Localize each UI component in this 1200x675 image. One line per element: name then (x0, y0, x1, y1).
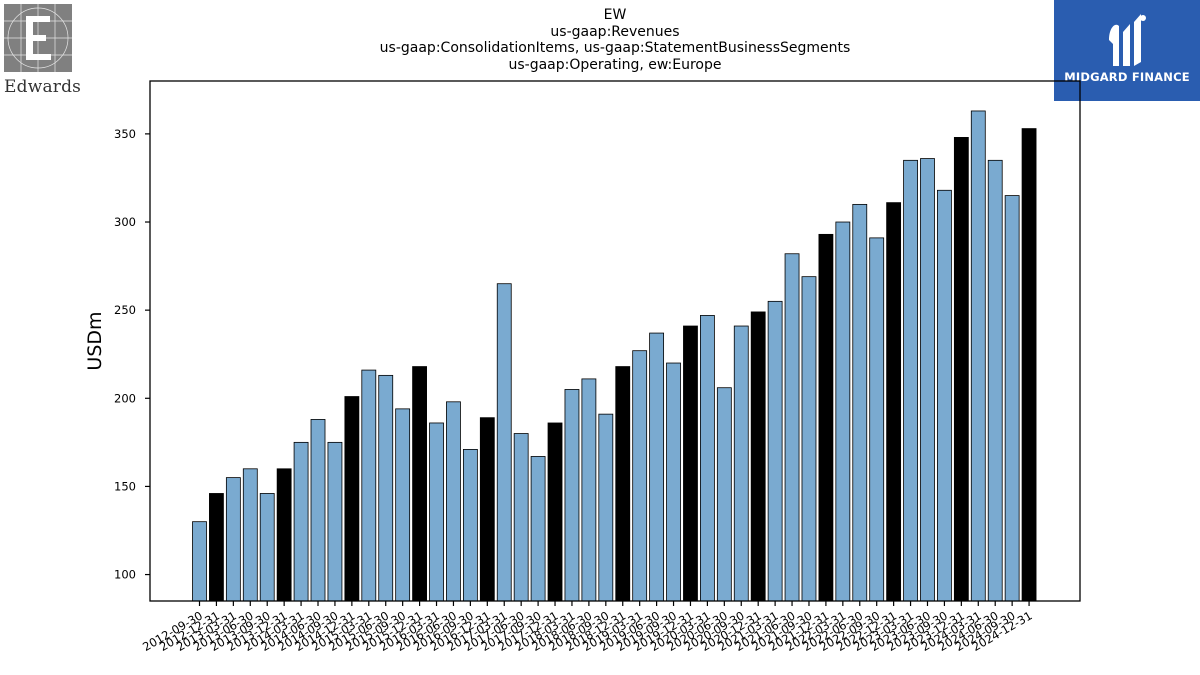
x-axis: 2012-09-302012-12-312013-03-312013-06-30… (140, 601, 1035, 654)
chart-title-line-3: us-gaap:ConsolidationItems, us-gaap:Stat… (379, 40, 851, 56)
bar-2021-03-31 (767, 300, 783, 602)
bar-2014-03-31 (293, 441, 309, 602)
bar-2022-09-30 (869, 237, 885, 602)
bar-2013-03-31 (225, 477, 241, 602)
bar-2020-03-31 (700, 315, 715, 602)
bar-2023-09-30 (937, 189, 952, 602)
bar-2018-09-30 (598, 413, 614, 602)
bar-2012-12-31 (209, 493, 224, 602)
bar-2016-03-31 (429, 422, 444, 602)
chart-title-line-1: EW (603, 7, 627, 23)
bar-2020-06-30 (716, 387, 732, 602)
bar-2023-12-31 (953, 137, 969, 602)
bar-2017-03-31 (496, 283, 512, 602)
bar-2016-06-30 (446, 401, 461, 602)
edwards-wordmark: Edwards (4, 77, 82, 97)
y-tick-label: 300 (114, 215, 136, 229)
bar-2015-12-31 (412, 366, 427, 602)
chart-title-block: EW us-gaap:Revenues us-gaap:Consolidatio… (150, 7, 1080, 73)
edwards-e-mark-icon (4, 4, 72, 72)
bar-2020-09-30 (733, 325, 749, 602)
bar-2019-12-31 (683, 325, 698, 602)
midgard-m-mark-icon (1109, 14, 1146, 66)
y-tick-label: 350 (114, 127, 136, 141)
bar-2014-09-30 (327, 441, 343, 602)
bar-2018-06-30 (581, 378, 597, 602)
y-axis-label: USDm (84, 311, 106, 370)
bar-2017-09-30 (530, 456, 546, 602)
plot-frame (149, 80, 1081, 602)
bar-2013-12-31 (276, 468, 292, 602)
chart-title-line-4: us-gaap:Operating, ew:Europe (508, 56, 722, 73)
bar-2012-09-30 (192, 521, 207, 602)
chart-title-line-2: us-gaap:Revenues (550, 23, 680, 40)
midgard-finance-logo: MIDGARD FINANCE (1054, 0, 1200, 101)
bar-2016-12-31 (479, 417, 495, 602)
bar-2018-03-31 (564, 389, 580, 602)
bar-2024-12-31 (1021, 128, 1037, 602)
bar-2022-06-30 (852, 203, 868, 602)
bar-2022-03-31 (835, 221, 851, 602)
bar-2016-09-30 (462, 449, 478, 602)
bar-2013-06-30 (242, 468, 258, 602)
bar-2020-12-31 (750, 311, 766, 602)
bar-2013-09-30 (259, 493, 275, 602)
bar-2021-09-30 (801, 276, 817, 602)
y-tick-label: 250 (114, 303, 136, 317)
bar-2015-06-30 (378, 374, 394, 602)
y-tick-label: 200 (114, 391, 136, 405)
bar-2015-09-30 (395, 408, 411, 602)
bar-2021-06-30 (784, 253, 800, 602)
bar-2022-12-31 (886, 202, 902, 602)
bar-2023-06-30 (920, 158, 935, 602)
bar-2024-03-31 (970, 110, 986, 602)
bar-series (192, 110, 1037, 602)
midgard-finance-wordmark: MIDGARD FINANCE (1064, 70, 1190, 84)
bar-2017-06-30 (513, 433, 529, 602)
bar-2014-06-30 (310, 419, 326, 602)
bar-2015-03-31 (361, 369, 377, 602)
y-tick-label: 150 (114, 479, 136, 493)
y-axis: 100 150 200 250 300 350 (114, 127, 150, 582)
bar-2021-12-31 (818, 233, 834, 602)
bar-2023-03-31 (903, 159, 918, 602)
edwards-logo: Edwards (4, 4, 82, 97)
bar-2019-03-31 (632, 350, 648, 602)
bar-2017-12-31 (547, 422, 563, 602)
bar-2014-12-31 (344, 396, 360, 602)
bar-2024-06-30 (987, 159, 1003, 602)
bar-2018-12-31 (615, 366, 631, 602)
bar-2019-06-30 (649, 332, 665, 602)
bar-2019-09-30 (666, 362, 681, 602)
y-tick-label: 100 (114, 568, 136, 582)
bar-2024-09-30 (1004, 195, 1020, 602)
